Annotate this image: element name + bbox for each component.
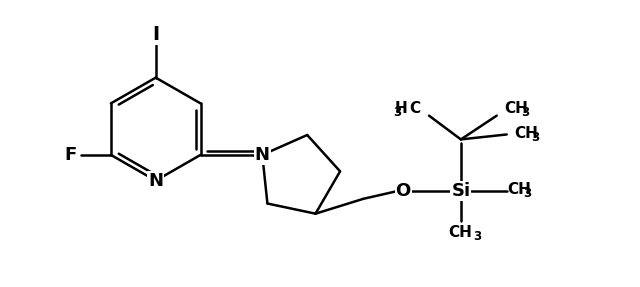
- Text: C: C: [409, 101, 420, 116]
- Text: 3: 3: [473, 230, 481, 243]
- Text: F: F: [64, 146, 76, 164]
- Text: 3: 3: [393, 106, 401, 119]
- Text: 3: 3: [524, 187, 532, 200]
- Text: CH: CH: [515, 126, 538, 141]
- Text: N: N: [255, 146, 270, 164]
- Text: 3: 3: [532, 131, 540, 144]
- Text: 3: 3: [522, 106, 530, 119]
- Text: O: O: [396, 182, 411, 200]
- Text: Si: Si: [451, 182, 470, 200]
- Text: CH: CH: [505, 101, 529, 116]
- Text: H: H: [394, 101, 407, 116]
- Text: CH: CH: [508, 183, 532, 197]
- Text: I: I: [152, 25, 159, 44]
- Text: CH: CH: [448, 225, 472, 240]
- Text: N: N: [148, 172, 163, 190]
